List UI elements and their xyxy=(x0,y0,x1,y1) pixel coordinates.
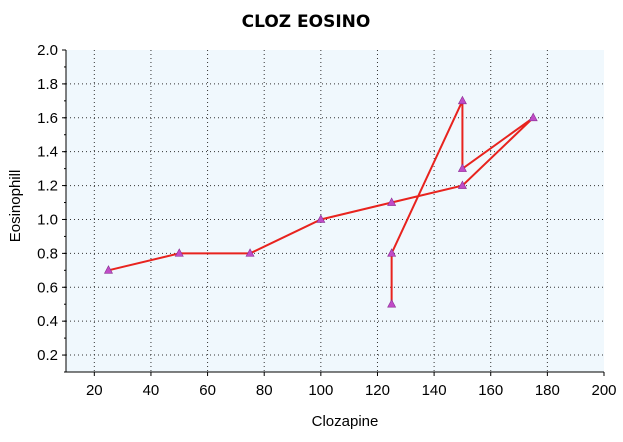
y-axis-label: Eosinophill xyxy=(7,170,24,243)
data-point xyxy=(387,197,397,206)
data-point xyxy=(457,180,467,189)
x-tick-label: 20 xyxy=(86,382,103,399)
y-tick-label: 1.0 xyxy=(37,211,58,228)
x-tick-label: 120 xyxy=(365,382,390,399)
y-tick-label: 1.2 xyxy=(37,178,58,195)
x-tick-label: 40 xyxy=(143,382,160,399)
y-tick-label: 1.4 xyxy=(37,144,58,161)
y-tick-label: 0.4 xyxy=(37,313,58,330)
data-point xyxy=(174,248,184,257)
data-point xyxy=(387,248,397,257)
y-tick-label: 2.0 xyxy=(37,42,58,59)
data-point xyxy=(457,163,467,172)
x-tick-labels: 20 40 60 80 100 120 140 160 180 200 xyxy=(86,382,617,399)
x-tick-label: 100 xyxy=(308,382,333,399)
x-axis-label: Clozapine xyxy=(312,413,379,430)
data-point xyxy=(103,265,113,274)
y-tick-label: 1.8 xyxy=(37,76,58,93)
series-layer xyxy=(103,95,538,308)
y-tick-label: 1.6 xyxy=(37,110,58,127)
x-tick-label: 60 xyxy=(199,382,216,399)
data-point xyxy=(316,214,326,223)
y-tick-label: 0.6 xyxy=(37,279,58,296)
chart-title: CLOZ EOSINO xyxy=(242,12,371,32)
grid xyxy=(62,49,605,376)
plot-area xyxy=(66,50,604,372)
x-tick-label: 80 xyxy=(256,382,273,399)
data-point xyxy=(528,112,538,122)
y-tick-labels: 0.2 0.4 0.6 0.8 1.0 1.2 1.4 1.6 1.8 2.0 xyxy=(37,42,58,364)
x-tick-label: 180 xyxy=(535,382,560,399)
x-tick-label: 200 xyxy=(591,382,616,399)
data-point xyxy=(457,95,467,105)
y-tick-label: 0.8 xyxy=(37,245,58,262)
x-tick-label: 140 xyxy=(422,382,447,399)
y-tick-label: 0.2 xyxy=(37,347,58,364)
data-point xyxy=(387,299,397,308)
data-point xyxy=(245,248,255,257)
x-tick-label: 160 xyxy=(478,382,503,399)
axes xyxy=(65,50,604,373)
